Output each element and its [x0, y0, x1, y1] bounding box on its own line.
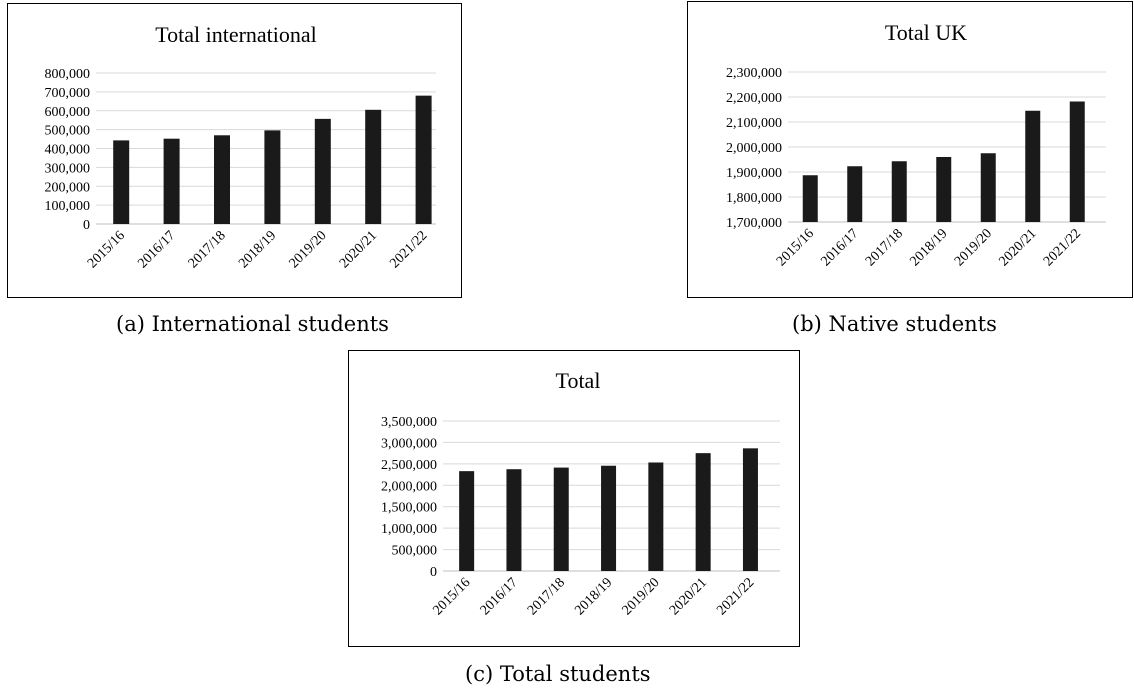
x-tick-label: 2016/17 [819, 226, 862, 269]
y-tick-label: 100,000 [45, 199, 91, 214]
x-tick-label: 2018/19 [236, 228, 279, 271]
chart-panel-native: Total UK 1,700,000 1,800,000 1,900,000 2,000… [687, 1, 1133, 298]
chart-native-svg: Total UK 1,700,000 1,800,000 1,900,000 2,000… [726, 20, 1106, 269]
y-tick-label: 1,900,000 [726, 166, 782, 181]
x-tick-label: 2017/18 [525, 575, 568, 618]
bar-2016-17 [847, 166, 863, 222]
x-tick-label: 2021/22 [1041, 226, 1084, 269]
bar-2015-16 [802, 175, 818, 222]
bar-2021-22 [742, 448, 758, 571]
y-tick-label: 2,000,000 [726, 141, 782, 156]
bar-2020-21 [1025, 110, 1041, 222]
bar-2017-18 [553, 467, 569, 571]
y-tick-label: 1,500,000 [381, 501, 437, 516]
x-tick-label: 2019/20 [287, 228, 330, 271]
chart-title: Total international [155, 22, 317, 47]
bar-2017-18 [891, 161, 907, 222]
y-tick-label: 1,800,000 [726, 191, 782, 206]
chart-international-svg: Total international 0 100,000 200,000 300,00… [45, 22, 436, 271]
x-tick-label: 2016/17 [135, 228, 178, 271]
caption-total: (c) Total students [465, 662, 651, 686]
y-tick-label: 200,000 [45, 180, 91, 195]
y-tick-label: 1,000,000 [381, 522, 437, 537]
x-tick-label: 2016/17 [478, 575, 521, 618]
chart-title: Total UK [885, 20, 967, 45]
y-tick-label: 3,000,000 [381, 436, 437, 451]
caption-native: (b) Native students [792, 312, 997, 336]
bar-2018-19 [264, 130, 281, 224]
x-tick-label: 2019/20 [620, 575, 663, 618]
y-tick-label: 600,000 [45, 105, 91, 120]
x-tick-label: 2015/16 [774, 226, 817, 269]
y-tick-label: 2,000,000 [381, 479, 437, 494]
x-tick-label: 2017/18 [863, 226, 906, 269]
bar-2019-20 [314, 118, 331, 224]
bar-2018-19 [936, 157, 952, 222]
x-tick-label: 2018/19 [572, 575, 615, 618]
y-tick-label: 2,300,000 [726, 66, 782, 81]
bar-2015-16 [113, 140, 130, 224]
y-tick-label: 2,200,000 [726, 91, 782, 106]
chart-title: Total [556, 368, 601, 393]
y-tick-label: 700,000 [45, 86, 91, 101]
x-tick-label: 2017/18 [186, 228, 229, 271]
chart-total-svg: Total 0 500,000 1,000,000 1,500,000 2,000,000… [381, 368, 780, 618]
y-tick-label: 500,000 [45, 124, 91, 139]
y-tick-label: 3,500,000 [381, 415, 437, 430]
y-tick-label: 2,500,000 [381, 458, 437, 473]
y-tick-label: 1,700,000 [726, 216, 782, 231]
bar-2016-17 [506, 469, 522, 571]
bar-2015-16 [459, 471, 475, 571]
chart-panel-total: Total 0 500,000 1,000,000 1,500,000 2,000,000… [348, 350, 800, 647]
x-tick-label: 2021/22 [387, 228, 430, 271]
x-tick-label: 2015/16 [430, 575, 473, 618]
x-tick-label: 2021/22 [714, 575, 757, 618]
bar-2019-20 [980, 153, 996, 222]
bar-2020-21 [695, 453, 711, 571]
y-tick-label: 0 [83, 218, 90, 233]
bar-2016-17 [163, 138, 180, 224]
y-tick-label: 800,000 [45, 67, 91, 82]
bar-2018-19 [601, 465, 617, 571]
x-tick-label: 2020/21 [667, 575, 710, 618]
x-tick-label: 2019/20 [952, 226, 995, 269]
x-tick-label: 2015/16 [85, 228, 128, 271]
caption-international: (a) International students [116, 312, 389, 336]
x-tick-label: 2020/21 [997, 226, 1040, 269]
bar-2017-18 [214, 135, 230, 224]
y-tick-label: 400,000 [45, 143, 91, 158]
bar-2021-22 [415, 95, 432, 225]
x-tick-label: 2020/21 [337, 228, 380, 271]
bar-2020-21 [365, 109, 382, 224]
y-tick-label: 300,000 [45, 161, 91, 176]
y-tick-label: 0 [430, 565, 437, 580]
bar-2019-20 [648, 462, 664, 571]
y-tick-label: 2,100,000 [726, 116, 782, 131]
chart-panel-international: Total international 0 100,000 200,000 300,00… [7, 3, 462, 298]
bar-2021-22 [1069, 101, 1085, 222]
y-tick-label: 500,000 [392, 544, 438, 559]
x-tick-label: 2018/19 [908, 226, 951, 269]
